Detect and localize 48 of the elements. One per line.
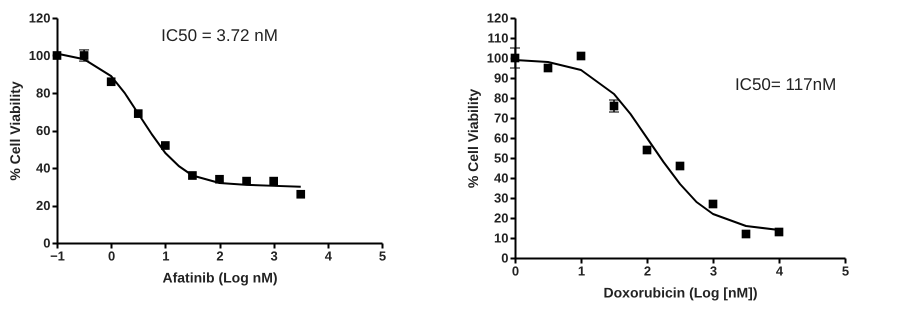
annotation: IC50 = 3.72 nM xyxy=(161,26,278,45)
y-tick-label: 60 xyxy=(36,123,50,138)
point xyxy=(708,200,718,208)
y-tick-label: 100 xyxy=(486,50,508,66)
point xyxy=(642,146,652,154)
x-tick-label: 3 xyxy=(710,264,718,278)
x-tick-label: 1 xyxy=(578,264,586,278)
y-tick-label: 120 xyxy=(486,10,508,26)
point xyxy=(576,52,586,60)
x-tick-label: 2 xyxy=(216,248,224,264)
x-tick-label: 2 xyxy=(644,264,652,278)
point xyxy=(610,102,618,110)
point xyxy=(742,230,750,238)
y-tick-label: 0 xyxy=(43,236,50,250)
x-tick-label: −1 xyxy=(50,248,65,264)
y-tick-label: 20 xyxy=(494,210,508,226)
y-tick-label: 30 xyxy=(494,190,508,206)
y-tick-label: 100 xyxy=(28,48,50,63)
annotation: IC50= 117nM xyxy=(734,75,836,94)
y-tick-label: 80 xyxy=(36,86,50,100)
y-tick-label: 40 xyxy=(36,160,50,176)
point xyxy=(544,64,552,72)
x-tick-label: 3 xyxy=(270,248,278,264)
y-tick-label: 70 xyxy=(494,110,508,126)
x-axis-title: Afatinib (Log nM) xyxy=(162,270,278,286)
y-tick-label: 80 xyxy=(494,90,508,106)
y-tick-label: 10 xyxy=(494,230,508,246)
y-tick-label: 120 xyxy=(28,10,50,26)
x-tick-label: 0 xyxy=(512,264,520,278)
x-tick-label: 5 xyxy=(378,248,386,264)
x-tick-label: 1 xyxy=(162,248,170,264)
y-axis-title: % Cell Viability xyxy=(464,88,481,188)
y-tick-label: 20 xyxy=(36,198,50,213)
x-axis-title: Doxorubicin (Log [nM]) xyxy=(604,284,758,300)
y-tick-label: 40 xyxy=(494,170,508,186)
point xyxy=(161,141,170,150)
y-axis-title: % Cell Viability xyxy=(6,81,23,181)
point xyxy=(676,162,684,170)
x-tick-label: 5 xyxy=(842,264,850,278)
y-tick-label: 50 xyxy=(494,150,508,166)
y-tick-label: 90 xyxy=(494,70,508,86)
x-tick-label: 4 xyxy=(324,248,333,264)
y-tick-label: 110 xyxy=(488,30,508,46)
point xyxy=(774,228,784,236)
y-tick-label: 60 xyxy=(494,130,508,146)
point xyxy=(296,190,306,199)
x-tick-label: 0 xyxy=(108,248,116,264)
x-tick-label: 4 xyxy=(776,264,784,278)
